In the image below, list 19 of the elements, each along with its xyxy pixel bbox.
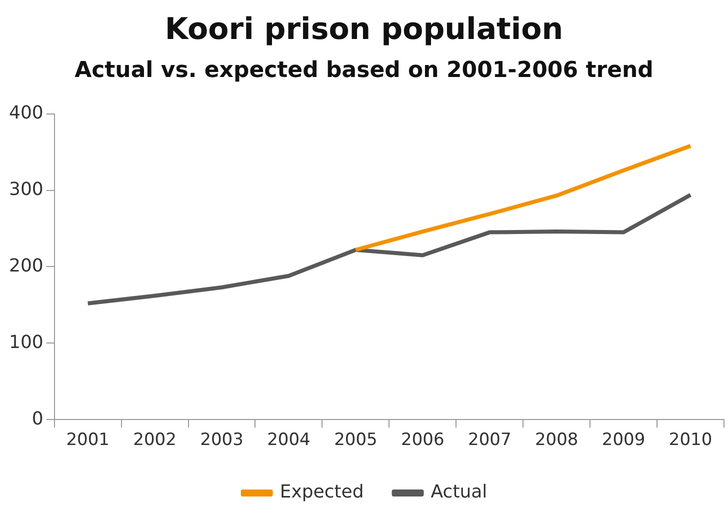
x-tick-label: 2002 [133, 430, 176, 450]
y-tick-label: 100 [8, 332, 44, 353]
y-tick-label: 300 [8, 178, 44, 200]
x-tick-label: 2007 [468, 430, 512, 450]
y-tick-label: 400 [8, 102, 44, 124]
x-tick-label: 2010 [668, 430, 712, 450]
x-tick-label: 2001 [66, 430, 110, 450]
legend-label: Actual [430, 482, 488, 503]
chart-subtitle: Actual vs. expected based on 2001-2006 trend [74, 58, 654, 83]
x-tick-label: 2006 [401, 430, 444, 450]
x-tick-label: 2003 [200, 430, 244, 450]
x-tick-label: 2004 [267, 430, 310, 450]
x-tick-label: 2005 [334, 430, 378, 450]
y-tick-label: 200 [8, 255, 44, 276]
x-tick-label: 2009 [602, 430, 646, 450]
legend-label: Expected [280, 482, 364, 503]
y-tick-label: 0 [32, 408, 44, 430]
chart-title: Koori prison population [164, 12, 564, 47]
x-tick-label: 2008 [534, 430, 578, 450]
